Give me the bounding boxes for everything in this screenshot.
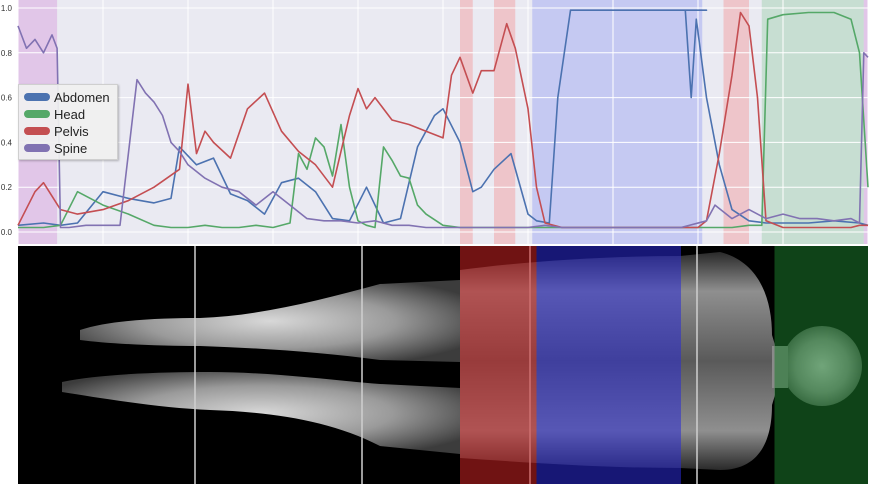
highlight-band-pelvis-1: [460, 0, 473, 244]
y-tick-label: 0.4: [1, 138, 13, 147]
highlight-band-spine-6: [863, 0, 868, 244]
y-tick-label: 1.0: [1, 4, 13, 13]
legend-label-head: Head: [54, 106, 86, 122]
y-tick-label: 0.8: [1, 49, 13, 58]
series-line-abdomen: [17, 9, 869, 227]
highlight-band-head-5: [761, 0, 864, 244]
scan-legs: [80, 280, 460, 362]
series-line-spine: [17, 25, 869, 229]
y-axis-ticks: 0.0 0.2 0.4 0.6 0.8 1.0: [1, 4, 13, 237]
scan-region-overlays: [460, 246, 868, 484]
legend-swatch-pelvis: [24, 127, 50, 135]
legend-item-abdomen: Abdomen: [24, 89, 110, 105]
series-line-head: [18, 11, 869, 229]
body-scan-image: [18, 246, 868, 484]
y-tick-label: 0.6: [1, 94, 13, 103]
legend-item-pelvis: Pelvis: [24, 123, 89, 139]
legend-swatch-abdomen: [24, 93, 50, 101]
scan-region-pelvis: [460, 246, 537, 484]
y-tick-label: 0.0: [1, 228, 13, 237]
highlight-band-pelvis-2: [494, 0, 516, 244]
legend-label-spine: Spine: [54, 140, 88, 156]
highlight-band-pelvis-4: [723, 0, 749, 244]
scan-region-head: [774, 246, 868, 484]
legend-swatch-head: [24, 110, 50, 118]
grid-lines: [17, 0, 869, 244]
series-line-pelvis: [17, 11, 868, 229]
legend-swatch-spine: [24, 144, 50, 152]
scan-legs-lower: [62, 372, 460, 454]
legend-label-pelvis: Pelvis: [54, 123, 89, 139]
legend-item-head: Head: [24, 106, 85, 122]
scan-region-abdomen: [536, 246, 681, 484]
series-lines: [17, 9, 869, 229]
highlight-band-abdomen-3: [532, 0, 703, 244]
legend-item-spine: Spine: [24, 140, 87, 156]
legend: Abdomen Head Pelvis Spine: [18, 84, 118, 160]
legend-label-abdomen: Abdomen: [54, 89, 110, 105]
y-tick-label: 0.2: [1, 183, 13, 192]
